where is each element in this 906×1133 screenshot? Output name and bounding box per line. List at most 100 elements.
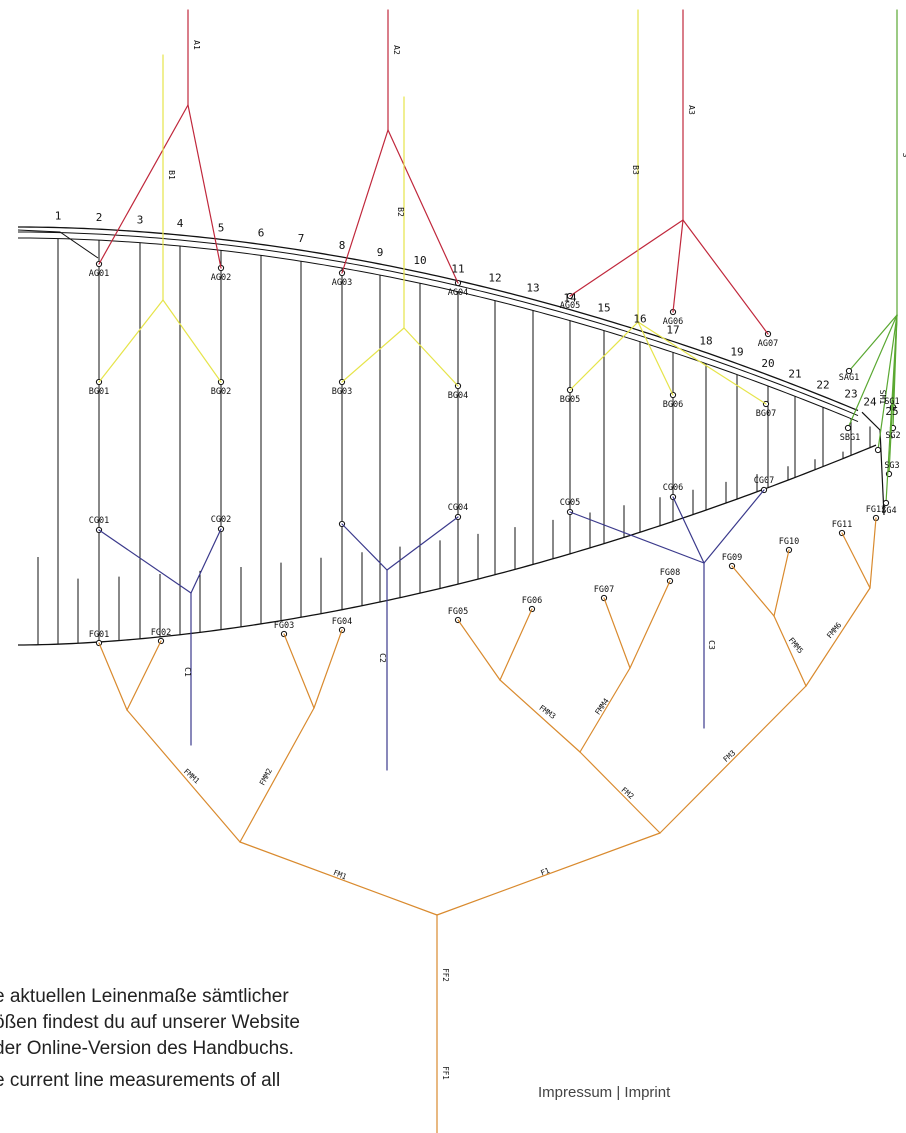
stabilo-attachment-label: SBG1	[840, 433, 860, 443]
stabilo-line-segment	[847, 314, 898, 429]
stabilo-attachment-point	[882, 499, 890, 507]
brake-line-fmm6	[805, 587, 871, 687]
b-main-line-label: B1	[167, 170, 176, 180]
center-notch	[17, 229, 99, 259]
brake-line-label: FMM6	[825, 620, 844, 640]
c-attachment-label: CG04	[448, 503, 468, 513]
brake-line-segment	[98, 642, 128, 711]
stabilo-attachment-label: SM1	[878, 390, 887, 405]
c-line-segment	[672, 496, 705, 564]
rib-number-label: 16	[633, 313, 646, 326]
b-main-line-label: B3	[631, 165, 640, 175]
rib-number-label: 8	[339, 239, 346, 252]
brake-line-segment	[283, 633, 315, 709]
brake-line-label: FMM5	[787, 636, 806, 656]
c-line-segment	[386, 516, 459, 571]
trailing-edge	[17, 444, 877, 646]
a-line-segment	[682, 219, 769, 335]
brake-line-fmm1	[126, 709, 241, 843]
stabilo-attachment-point	[874, 446, 882, 454]
brake-line-segment	[499, 608, 533, 681]
brake-line-segment	[603, 597, 631, 669]
stabilo-line-segment	[877, 314, 898, 451]
rib-number-label: 5	[218, 221, 225, 234]
brake-line-label: FM3	[721, 748, 737, 764]
brake-line-segment	[773, 549, 790, 617]
line-info-text-de: e aktuellen Leinenmaße sämtlicher ößen f…	[0, 984, 300, 1062]
c-attachment-label: CG07	[754, 476, 774, 486]
b-line-segment	[637, 321, 674, 396]
c-attachment-label: CG06	[663, 483, 683, 493]
b-line-segment	[162, 299, 222, 383]
rib-number-label: 10	[413, 254, 426, 267]
brake-line-label: FF1	[441, 1066, 450, 1080]
brake-line-label: FMM1	[182, 767, 201, 786]
leading-edge-inner	[17, 231, 859, 416]
brake-line-label: FMM4	[593, 696, 611, 716]
brake-attachment-label: FG03	[274, 621, 294, 631]
brake-line-fmm2	[239, 707, 315, 843]
brake-line-fm2	[579, 751, 661, 834]
brake-attachment-label: FG05	[448, 607, 468, 617]
rib-number-label: 2	[96, 211, 103, 224]
rib-number-label: 7	[298, 232, 305, 245]
line-info-text-en: e current line measurements of all	[0, 1068, 280, 1094]
b-attachment-label: BG01	[89, 387, 109, 397]
c-main-line-label: C1	[183, 667, 192, 677]
rib-number-label: 1	[55, 210, 62, 223]
a-line-segment	[672, 219, 684, 313]
brake-attachment-label: FG12	[866, 505, 886, 515]
text-de-line-1: e aktuellen Leinenmaße sämtlicher	[0, 986, 289, 1007]
brake-line-fmm5	[773, 615, 807, 687]
b-main-line-label: B2	[396, 207, 405, 217]
brake-line-label: FM1	[332, 868, 348, 881]
b-line-segment	[637, 321, 767, 405]
a-attachment-label: AG04	[448, 288, 468, 298]
brake-line-label: FMM3	[537, 703, 557, 721]
brake-attachment-label: FG02	[151, 628, 171, 638]
brake-line-label: FF2	[441, 968, 450, 982]
brake-line-fm1	[239, 841, 438, 916]
c-line-segment	[703, 489, 765, 564]
a-attachment-label: AG06	[663, 317, 683, 327]
rib-number-label: 22	[816, 378, 829, 391]
rib-number-label: 13	[526, 281, 539, 294]
brake-line-fmm4	[579, 667, 631, 753]
c-attachment-label: CG01	[89, 516, 109, 526]
footer-imprint-link[interactable]: Impressum | Imprint	[538, 1084, 671, 1101]
brake-line-fmm3	[499, 679, 581, 753]
rib-number-label: 11	[451, 263, 464, 276]
rib-number-label: 19	[730, 346, 743, 359]
rib-number-label: 14	[563, 292, 577, 305]
brake-line-label: F1	[539, 866, 551, 878]
brake-attachment-label: FG06	[522, 596, 542, 606]
brake-line-segment	[126, 640, 162, 711]
brake-attachment-label: FG07	[594, 585, 614, 595]
brake-attachment-label: FG04	[332, 617, 352, 627]
rib-number-label: 21	[788, 367, 801, 380]
a-main-line-label: A2	[392, 45, 401, 55]
line-labels: 1 2 3 4 5 6 7891011121314151617181920212223242…	[55, 40, 906, 1080]
b-line-segment	[98, 299, 164, 383]
wingtip-outline	[861, 411, 885, 516]
a-attachment-label: AG03	[332, 278, 352, 288]
a-main-line-label: A1	[192, 40, 201, 50]
rib-number-label: 18	[699, 335, 712, 348]
a-attachment-label: AG07	[758, 339, 778, 349]
rib-number-label: 23	[844, 388, 857, 401]
a-line-segment	[98, 104, 189, 265]
rib-number-label: 9	[377, 246, 384, 259]
brake-line-label: FM2	[620, 785, 636, 801]
text-de-line-3: der Online-Version des Handbuchs.	[0, 1038, 294, 1059]
a-line-segment	[387, 129, 459, 284]
leading-edge-profile	[17, 237, 859, 422]
brake-attachment-label: FG11	[832, 520, 852, 530]
rib-number-label: 4	[177, 217, 184, 230]
rib-number-label: 12	[488, 272, 501, 285]
a-main-line-label: A3	[687, 105, 696, 115]
rib-number-label: 17	[666, 323, 679, 336]
c-main-line-label: C3	[707, 640, 716, 650]
b-attachment-label: BG06	[663, 400, 683, 410]
b-attachment-label: BG05	[560, 395, 580, 405]
a-attachment-label: AG02	[211, 273, 231, 283]
